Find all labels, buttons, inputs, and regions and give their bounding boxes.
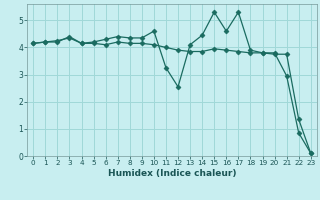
X-axis label: Humidex (Indice chaleur): Humidex (Indice chaleur): [108, 169, 236, 178]
